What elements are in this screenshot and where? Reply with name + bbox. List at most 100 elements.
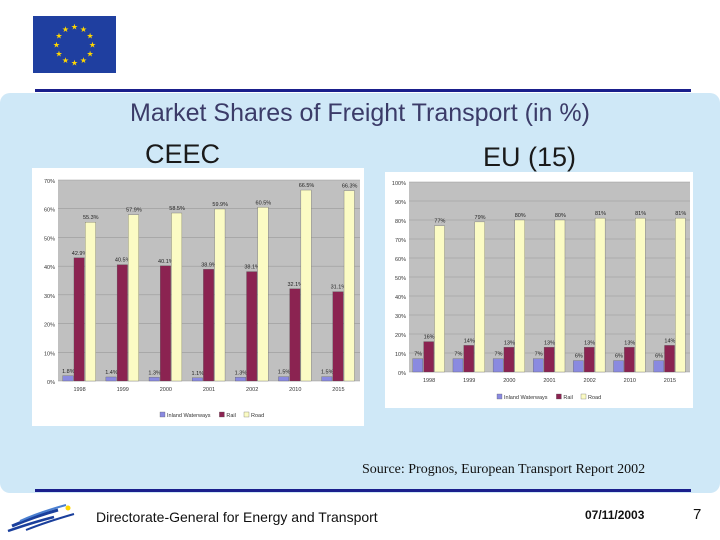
legend-swatch [580,393,587,400]
data-label: 77% [434,219,445,225]
x-tick-label: 2001 [203,387,215,393]
x-tick-label: 1998 [423,378,435,384]
bar-rail [116,264,128,382]
ceec-chart-svg: 0% 10% 20% 30% 40% 50% 60% 70% 1.8% 42.9% 55.3% 199… [32,168,364,426]
data-label: 7% [495,352,503,358]
eu-flag: ★ ★ ★ ★ ★ ★ ★ ★ ★ ★ ★ ★ [33,16,116,73]
data-label: 80% [555,213,566,219]
x-tick-label: 2000 [160,387,172,393]
x-tick-label: 2015 [332,387,344,393]
bar-inland-waterways [492,358,504,373]
y-tick-label: 30% [395,314,406,320]
flag-star: ★ [80,56,87,65]
flag-star: ★ [71,23,78,32]
bar-road [434,225,445,373]
data-label: 6% [655,354,663,360]
x-tick-label: 2015 [664,378,676,384]
page-number: 7 [693,506,702,523]
x-tick-label: 1998 [73,387,85,393]
y-tick-label: 50% [44,236,55,242]
bar-road [85,222,96,382]
legend-label: Rail [226,413,235,419]
data-label: 55.3% [83,215,99,221]
bar-road [594,217,606,373]
y-tick-label: 90% [395,200,406,206]
ceec-subtitle: CEEC [145,139,221,169]
eu-chart: 0% 10% 20% 30% 40% 50% 60% 70% 80% 90% 100% 7% 16% 77… [385,172,693,408]
legend-label: Inland Waterways [504,395,548,401]
data-label: 38.9% [201,262,217,268]
y-tick-label: 70% [395,238,406,244]
x-tick-label: 1999 [463,378,475,384]
x-tick-label: 2002 [584,378,596,384]
legend-label: Road [588,395,601,401]
bar-inland-waterways [62,375,74,382]
bar-road [257,207,269,382]
bar-road [474,221,485,373]
bar-road [343,190,355,382]
data-label: 1.5% [321,370,334,376]
flag-star: ★ [71,59,78,68]
y-tick-label: 70% [44,179,55,185]
y-tick-label: 20% [395,333,406,339]
legend-label: Inland Waterways [167,413,211,419]
data-label: 1.4% [105,370,118,376]
bar-rail [624,347,635,373]
bar-road [128,214,139,382]
flag-star: ★ [62,56,69,65]
legend-swatch [243,411,250,418]
bar-inland-waterways [235,377,246,382]
bar-inland-waterways [452,358,464,373]
bar-road [171,212,183,382]
data-label: 66.5% [299,183,315,189]
bar-inland-waterways [613,360,624,373]
legend-label: Road [251,413,264,419]
flag-star: ★ [89,41,96,50]
data-label: 16% [424,335,435,341]
y-tick-label: 0% [398,371,406,377]
data-label: 7% [414,352,422,358]
bar-inland-waterways [533,358,544,373]
eu-subtitle: EU (15) [483,142,577,172]
bar-rail [664,345,675,373]
top-divider [35,89,691,92]
bar-rail [463,345,474,373]
y-tick-label: 10% [395,352,406,358]
y-tick-label: 100% [392,181,406,187]
footer-org: Directorate-General for Energy and Trans… [96,509,378,525]
bar-road [554,219,566,373]
y-tick-label: 40% [395,295,406,301]
x-tick-label: 2010 [624,378,636,384]
x-tick-label: 2000 [503,378,515,384]
bar-road [300,189,312,382]
eu-stars-icon: ★ ★★★★★★★★★★★ [53,23,96,68]
page-title: Market Shares of Freight Transport (in %… [130,99,590,127]
bar-road [675,217,686,373]
bar-inland-waterways [573,360,584,373]
flag-star: ★ [87,32,94,41]
y-tick-label: 60% [44,208,55,214]
legend-swatch [496,393,503,400]
data-label: 6% [615,354,623,360]
bar-inland-waterways [278,376,290,382]
data-label: 13% [624,340,635,346]
y-tick-label: 10% [44,351,55,357]
flag-star: ★ [55,50,62,59]
y-tick-label: 60% [395,257,406,263]
bar-inland-waterways [148,377,160,382]
bar-rail [73,257,85,382]
data-label: 81% [635,211,646,217]
data-label: 80% [515,213,526,219]
data-label: 1.5% [278,370,291,376]
data-label: 13% [544,340,555,346]
data-label: 32.1% [287,282,303,288]
x-tick-label: 2002 [246,387,258,393]
bar-rail [423,341,434,373]
data-label: 42.9% [72,251,88,257]
footer-date: 07/11/2003 [585,508,645,522]
data-label: 31.1% [331,285,347,291]
legend-swatch [159,411,166,418]
x-tick-label: 1999 [117,387,129,393]
data-label: 13% [584,340,595,346]
data-label: 57.9% [126,208,142,214]
